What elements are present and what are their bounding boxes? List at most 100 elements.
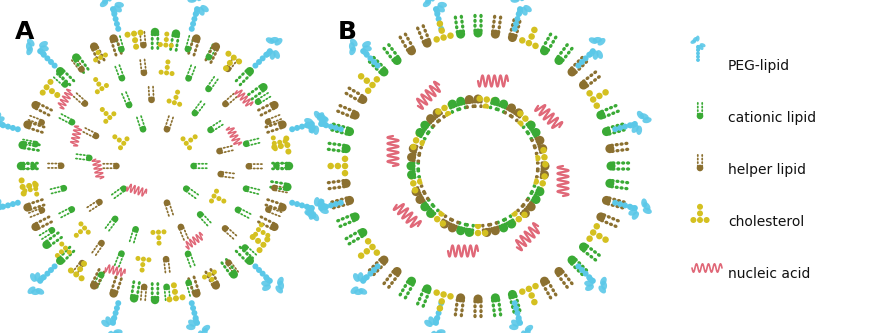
Ellipse shape (163, 287, 165, 290)
Ellipse shape (31, 289, 40, 295)
Circle shape (518, 37, 525, 44)
Ellipse shape (610, 203, 614, 207)
Ellipse shape (140, 39, 141, 42)
Ellipse shape (614, 185, 618, 189)
Ellipse shape (620, 148, 623, 152)
Circle shape (264, 236, 270, 242)
Ellipse shape (421, 199, 425, 203)
Circle shape (443, 204, 449, 211)
Ellipse shape (209, 268, 212, 272)
Ellipse shape (503, 217, 507, 221)
Ellipse shape (205, 167, 207, 169)
Ellipse shape (61, 210, 64, 213)
Ellipse shape (40, 119, 42, 121)
Ellipse shape (204, 215, 206, 218)
Ellipse shape (164, 298, 166, 301)
Ellipse shape (313, 126, 319, 135)
Ellipse shape (196, 193, 198, 195)
Ellipse shape (233, 269, 236, 273)
Ellipse shape (54, 163, 57, 165)
Ellipse shape (201, 218, 203, 221)
Circle shape (518, 288, 525, 295)
Ellipse shape (76, 153, 78, 155)
Ellipse shape (360, 94, 363, 98)
Ellipse shape (230, 265, 234, 269)
Ellipse shape (696, 165, 698, 168)
Ellipse shape (163, 263, 165, 266)
Circle shape (187, 145, 191, 150)
Ellipse shape (145, 295, 147, 298)
Circle shape (611, 126, 617, 132)
Ellipse shape (522, 5, 531, 12)
Ellipse shape (472, 24, 476, 28)
Ellipse shape (479, 14, 482, 18)
Ellipse shape (83, 154, 86, 156)
Ellipse shape (190, 64, 191, 67)
Ellipse shape (625, 161, 630, 165)
Ellipse shape (89, 135, 91, 137)
Ellipse shape (119, 187, 122, 189)
Ellipse shape (56, 186, 60, 188)
Ellipse shape (213, 276, 217, 280)
Ellipse shape (269, 227, 273, 230)
Ellipse shape (398, 36, 402, 40)
Ellipse shape (458, 112, 462, 116)
Ellipse shape (461, 299, 464, 303)
Ellipse shape (585, 284, 594, 291)
Ellipse shape (513, 197, 517, 201)
Circle shape (190, 305, 196, 311)
Circle shape (225, 66, 231, 72)
Ellipse shape (267, 118, 270, 120)
Ellipse shape (587, 49, 594, 57)
Circle shape (30, 163, 37, 170)
Ellipse shape (549, 44, 552, 48)
Circle shape (33, 186, 38, 191)
Ellipse shape (472, 104, 476, 108)
Ellipse shape (640, 198, 646, 208)
Ellipse shape (61, 216, 63, 218)
Circle shape (413, 137, 419, 144)
Ellipse shape (165, 122, 168, 125)
Ellipse shape (28, 212, 31, 214)
Ellipse shape (525, 130, 529, 134)
Ellipse shape (201, 167, 204, 169)
Ellipse shape (458, 216, 462, 220)
Ellipse shape (464, 222, 466, 226)
Circle shape (527, 156, 533, 163)
Ellipse shape (156, 287, 159, 291)
Ellipse shape (119, 76, 120, 79)
Ellipse shape (143, 31, 145, 34)
Ellipse shape (320, 202, 327, 210)
Circle shape (589, 96, 596, 103)
Ellipse shape (168, 115, 169, 118)
Ellipse shape (418, 135, 422, 138)
Ellipse shape (519, 0, 525, 1)
Ellipse shape (403, 33, 407, 37)
Ellipse shape (486, 213, 489, 217)
Ellipse shape (584, 281, 593, 287)
Ellipse shape (503, 106, 507, 110)
Ellipse shape (175, 48, 177, 52)
Ellipse shape (112, 44, 114, 48)
Ellipse shape (34, 107, 38, 110)
Ellipse shape (51, 167, 54, 169)
Circle shape (481, 111, 487, 117)
Ellipse shape (248, 167, 252, 169)
Circle shape (589, 48, 595, 54)
Circle shape (392, 267, 401, 276)
Ellipse shape (529, 190, 534, 193)
Ellipse shape (61, 84, 63, 86)
Ellipse shape (79, 154, 82, 156)
Circle shape (189, 26, 195, 32)
Ellipse shape (411, 283, 414, 287)
Ellipse shape (243, 215, 246, 217)
Ellipse shape (508, 114, 512, 118)
Circle shape (426, 209, 435, 218)
Ellipse shape (569, 66, 572, 70)
Circle shape (260, 242, 266, 248)
Ellipse shape (454, 119, 457, 123)
Ellipse shape (406, 37, 409, 41)
Circle shape (532, 283, 538, 289)
Circle shape (595, 212, 605, 221)
Circle shape (78, 275, 84, 281)
